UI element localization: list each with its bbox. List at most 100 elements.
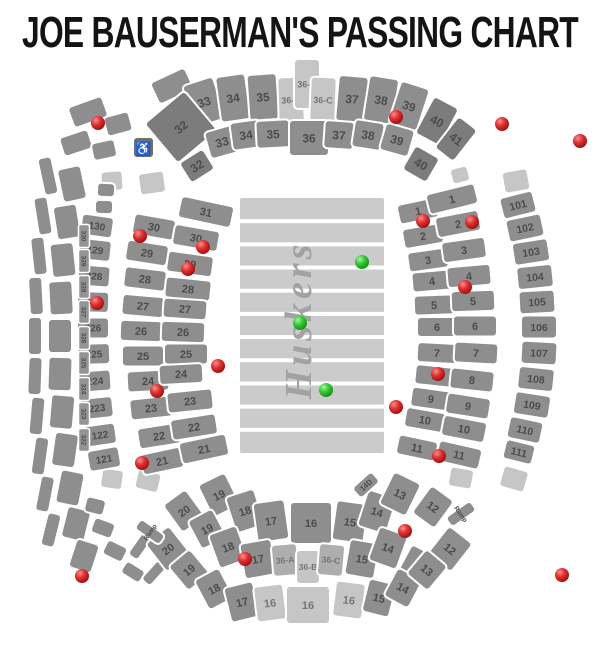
pass-dot-incomplete <box>181 262 195 276</box>
yard-line <box>240 404 384 409</box>
deck-structure <box>34 474 56 514</box>
yard-line <box>240 381 384 386</box>
section-label: 4 <box>429 276 437 289</box>
seat-section: 107 <box>519 339 559 367</box>
section-label: 20 <box>160 541 177 558</box>
deck-structure <box>95 181 117 199</box>
deck-structure <box>46 355 74 393</box>
seat-section: 27 <box>161 296 209 322</box>
svg-text:330: 330 <box>80 231 87 242</box>
section-label: 2 <box>454 218 462 231</box>
seat-section: 14 <box>367 526 409 570</box>
seat-section: 23 <box>165 387 215 415</box>
section-label: 130 <box>88 220 106 233</box>
seat-section: 26 <box>159 319 207 345</box>
deck-structure <box>29 235 49 277</box>
pass-attempt-dots <box>75 110 587 583</box>
section-label: 9 <box>427 394 435 407</box>
section-label: 40 <box>428 112 447 131</box>
section-label: 15 <box>371 592 386 607</box>
seat-section: 23 <box>128 394 174 422</box>
seat-section: 121 <box>86 445 122 473</box>
deck-structure <box>500 167 532 195</box>
section-label: 129 <box>86 245 104 258</box>
section-label: 19 <box>211 488 227 504</box>
seat-section: 10 <box>403 406 447 434</box>
upper-deck-structures <box>26 67 532 587</box>
section-label: 110 <box>515 423 534 438</box>
section-label: 28 <box>181 283 194 296</box>
seat-section: 39 <box>378 122 416 158</box>
deck-structure <box>54 468 86 508</box>
seat-section: 25 <box>121 344 165 368</box>
section-label: 13 <box>391 487 407 503</box>
deck-structure <box>27 275 45 317</box>
deck-structure <box>32 195 54 237</box>
section-label: 16 <box>263 597 277 610</box>
section-label: 108 <box>527 373 546 387</box>
section-label: 35 <box>256 90 271 105</box>
pass-dot-complete <box>293 316 307 330</box>
section-label: 104 <box>526 271 545 285</box>
seat-section: 22 <box>169 412 219 442</box>
seat-section: 28 <box>122 265 168 293</box>
seat-section: 14D <box>352 471 380 499</box>
section-label: 25 <box>180 349 192 361</box>
seat-section: 16 <box>252 582 288 624</box>
pass-dot-incomplete <box>573 134 587 148</box>
section-label: 111 <box>509 445 528 461</box>
seat-section: 109 <box>511 390 553 420</box>
section-label: 38 <box>373 92 389 108</box>
seat-section: 7 <box>452 340 500 366</box>
pass-dot-incomplete <box>432 449 446 463</box>
section-label: 1 <box>414 205 422 218</box>
section-label: 18 <box>206 582 222 598</box>
deck-structure <box>36 155 60 197</box>
pass-dot-incomplete <box>150 384 164 398</box>
section-label: 38 <box>360 127 376 143</box>
section-label: 39 <box>400 98 417 116</box>
seat-section: 13 <box>378 471 422 517</box>
section-label: 37 <box>332 128 347 143</box>
section-label: 29 <box>140 247 154 261</box>
seat-section: 37 <box>322 119 356 151</box>
section-label: 26 <box>177 327 190 339</box>
svg-text:329: 329 <box>80 256 87 267</box>
section-label: 36-A <box>275 554 294 566</box>
pass-dot-incomplete <box>238 552 252 566</box>
deck-structure <box>449 164 471 186</box>
section-label: 109 <box>522 398 541 413</box>
deck-structure <box>99 467 125 491</box>
section-label: 34 <box>238 127 253 143</box>
deck-structure <box>67 538 101 574</box>
seat-section: 30 <box>171 223 221 253</box>
section-label: 24 <box>175 369 189 382</box>
section-label: 18 <box>221 540 237 555</box>
deck-structure <box>101 539 129 563</box>
svg-text:325: 325 <box>80 358 87 369</box>
skybox-number: 325 <box>77 350 91 376</box>
wheelchair-icon: ♿ <box>135 141 151 156</box>
yard-line <box>240 335 384 340</box>
section-label: 23 <box>144 402 157 415</box>
section-label: 35 <box>266 127 280 142</box>
section-label: 24 <box>142 376 156 389</box>
pass-dot-incomplete <box>398 524 412 538</box>
seat-section: 17 <box>222 580 262 624</box>
pass-dot-incomplete <box>465 215 479 229</box>
skybox-number: 324 <box>77 376 91 402</box>
section-label: 105 <box>528 296 546 309</box>
deck-structure <box>58 128 94 158</box>
deck-structure <box>137 169 167 197</box>
section-label: 12 <box>424 499 441 516</box>
section-label: 23 <box>183 395 196 408</box>
pass-dot-incomplete <box>133 229 147 243</box>
seat-section: 11 <box>395 433 439 463</box>
pass-dot-incomplete <box>75 569 89 583</box>
deck-structure <box>50 431 80 469</box>
section-label: 26 <box>135 326 148 338</box>
svg-text:327: 327 <box>80 307 87 318</box>
seat-section: 11 <box>434 439 484 471</box>
section-label: 6 <box>472 321 478 333</box>
